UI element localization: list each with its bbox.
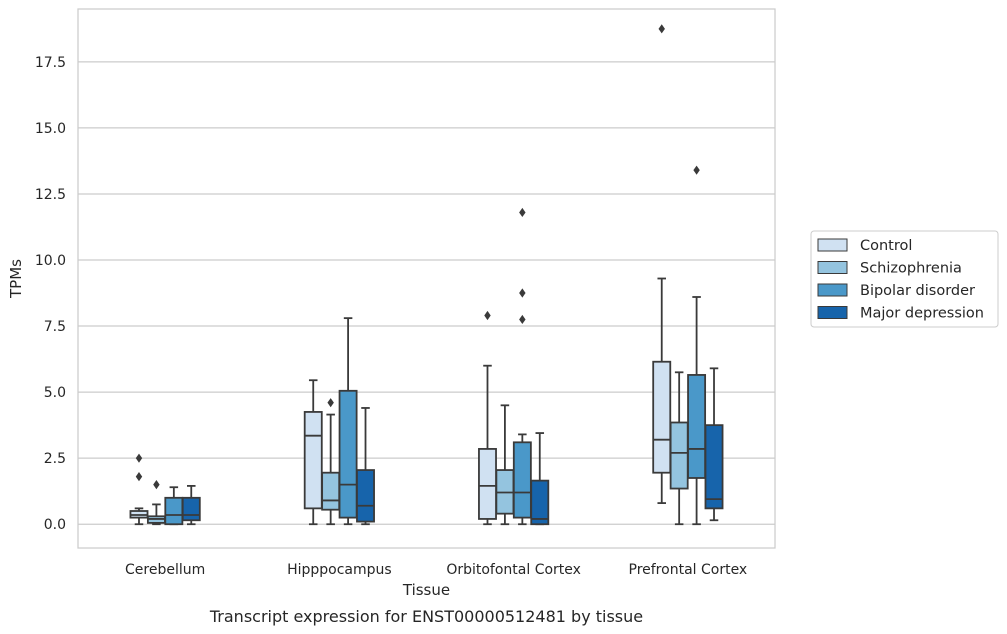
plot-frame [77, 8, 776, 549]
box-iqr [704, 424, 724, 510]
box-element [146, 479, 166, 526]
box-element [652, 24, 672, 504]
outlier-point [519, 207, 526, 218]
category-group [478, 207, 550, 526]
legend-item: Control [817, 238, 912, 254]
y-tick-label: 17.5 [35, 55, 66, 71]
box-element [356, 407, 375, 526]
legend-item: Bipolar disorder [817, 283, 975, 299]
outlier-point [484, 310, 491, 321]
box-iqr [669, 421, 689, 490]
box-element [321, 398, 341, 526]
legend-swatch [817, 261, 848, 274]
box-iqr [356, 469, 375, 523]
legend-swatch [817, 306, 848, 319]
outlier-point [327, 398, 334, 408]
box-element [495, 404, 515, 526]
legend-swatch [817, 238, 848, 252]
box-element [512, 207, 532, 526]
x-tick-labels: Cerebellum Hipppocampus Orbitofontal Corte… [125, 562, 747, 578]
y-tick-label: 5.0 [44, 385, 66, 401]
y-tick-label: 10.0 [35, 253, 66, 269]
category-group [652, 24, 724, 526]
y-tick-label: 2.5 [44, 451, 66, 467]
box-element [478, 310, 497, 526]
category-group [303, 317, 375, 526]
x-axis-label: Tissue [402, 581, 450, 599]
box-element [687, 165, 707, 526]
box-element [704, 367, 724, 522]
legend-label: Control [860, 238, 912, 254]
legend: Control Schizophrenia Bipolar disorder Majo… [810, 230, 999, 328]
legend-label: Major depression [860, 306, 984, 322]
outlier-point [153, 479, 160, 490]
y-axis-label: TPMs [7, 259, 25, 299]
box-iqr [652, 360, 672, 474]
legend-swatch [817, 283, 848, 297]
x-tick-label: Cerebellum [125, 562, 205, 578]
outlier-point [519, 314, 526, 325]
x-tick-label: Hipppocampus [287, 562, 392, 578]
outlier-point [135, 453, 143, 463]
outlier-point [519, 288, 526, 298]
box-iqr [687, 374, 707, 479]
legend-label: Schizophrenia [860, 261, 962, 277]
legend-frame [810, 230, 999, 328]
outlier-point [693, 165, 700, 175]
box-element [338, 317, 358, 526]
box-iqr [181, 496, 201, 522]
outlier-point [135, 472, 143, 482]
box-element [181, 485, 201, 526]
box-iqr [164, 496, 184, 526]
box-iqr [303, 411, 323, 510]
box-iqr [512, 441, 532, 519]
box-iqr [338, 389, 358, 519]
box-iqr [321, 471, 341, 511]
outlier-point [658, 24, 665, 34]
y-tick-labels: 0.0 2.5 5.0 7.5 10.0 12.5 15.0 17.5 [35, 55, 66, 533]
category-group [129, 453, 201, 526]
legend-item: Schizophrenia [817, 261, 962, 277]
box-element [303, 379, 323, 526]
x-tick-label: Orbitofontal Cortex [446, 562, 581, 578]
box-element [669, 371, 689, 526]
y-tick-label: 7.5 [44, 319, 66, 335]
box-element [530, 432, 550, 526]
box-iqr [478, 448, 497, 520]
legend-item: Major depression [817, 306, 984, 322]
y-tick-label: 12.5 [35, 187, 66, 203]
box-element [164, 486, 184, 526]
box-groups [129, 24, 724, 526]
x-tick-label: Prefrontal Cortex [629, 562, 748, 578]
legend-label: Bipolar disorder [860, 283, 975, 299]
y-tick-label: 0.0 [44, 517, 66, 533]
box-iqr [530, 479, 550, 526]
box-element [129, 453, 149, 526]
y-tick-label: 15.0 [35, 121, 66, 137]
chart-caption: Transcript expression for ENST0000051248… [209, 607, 643, 626]
